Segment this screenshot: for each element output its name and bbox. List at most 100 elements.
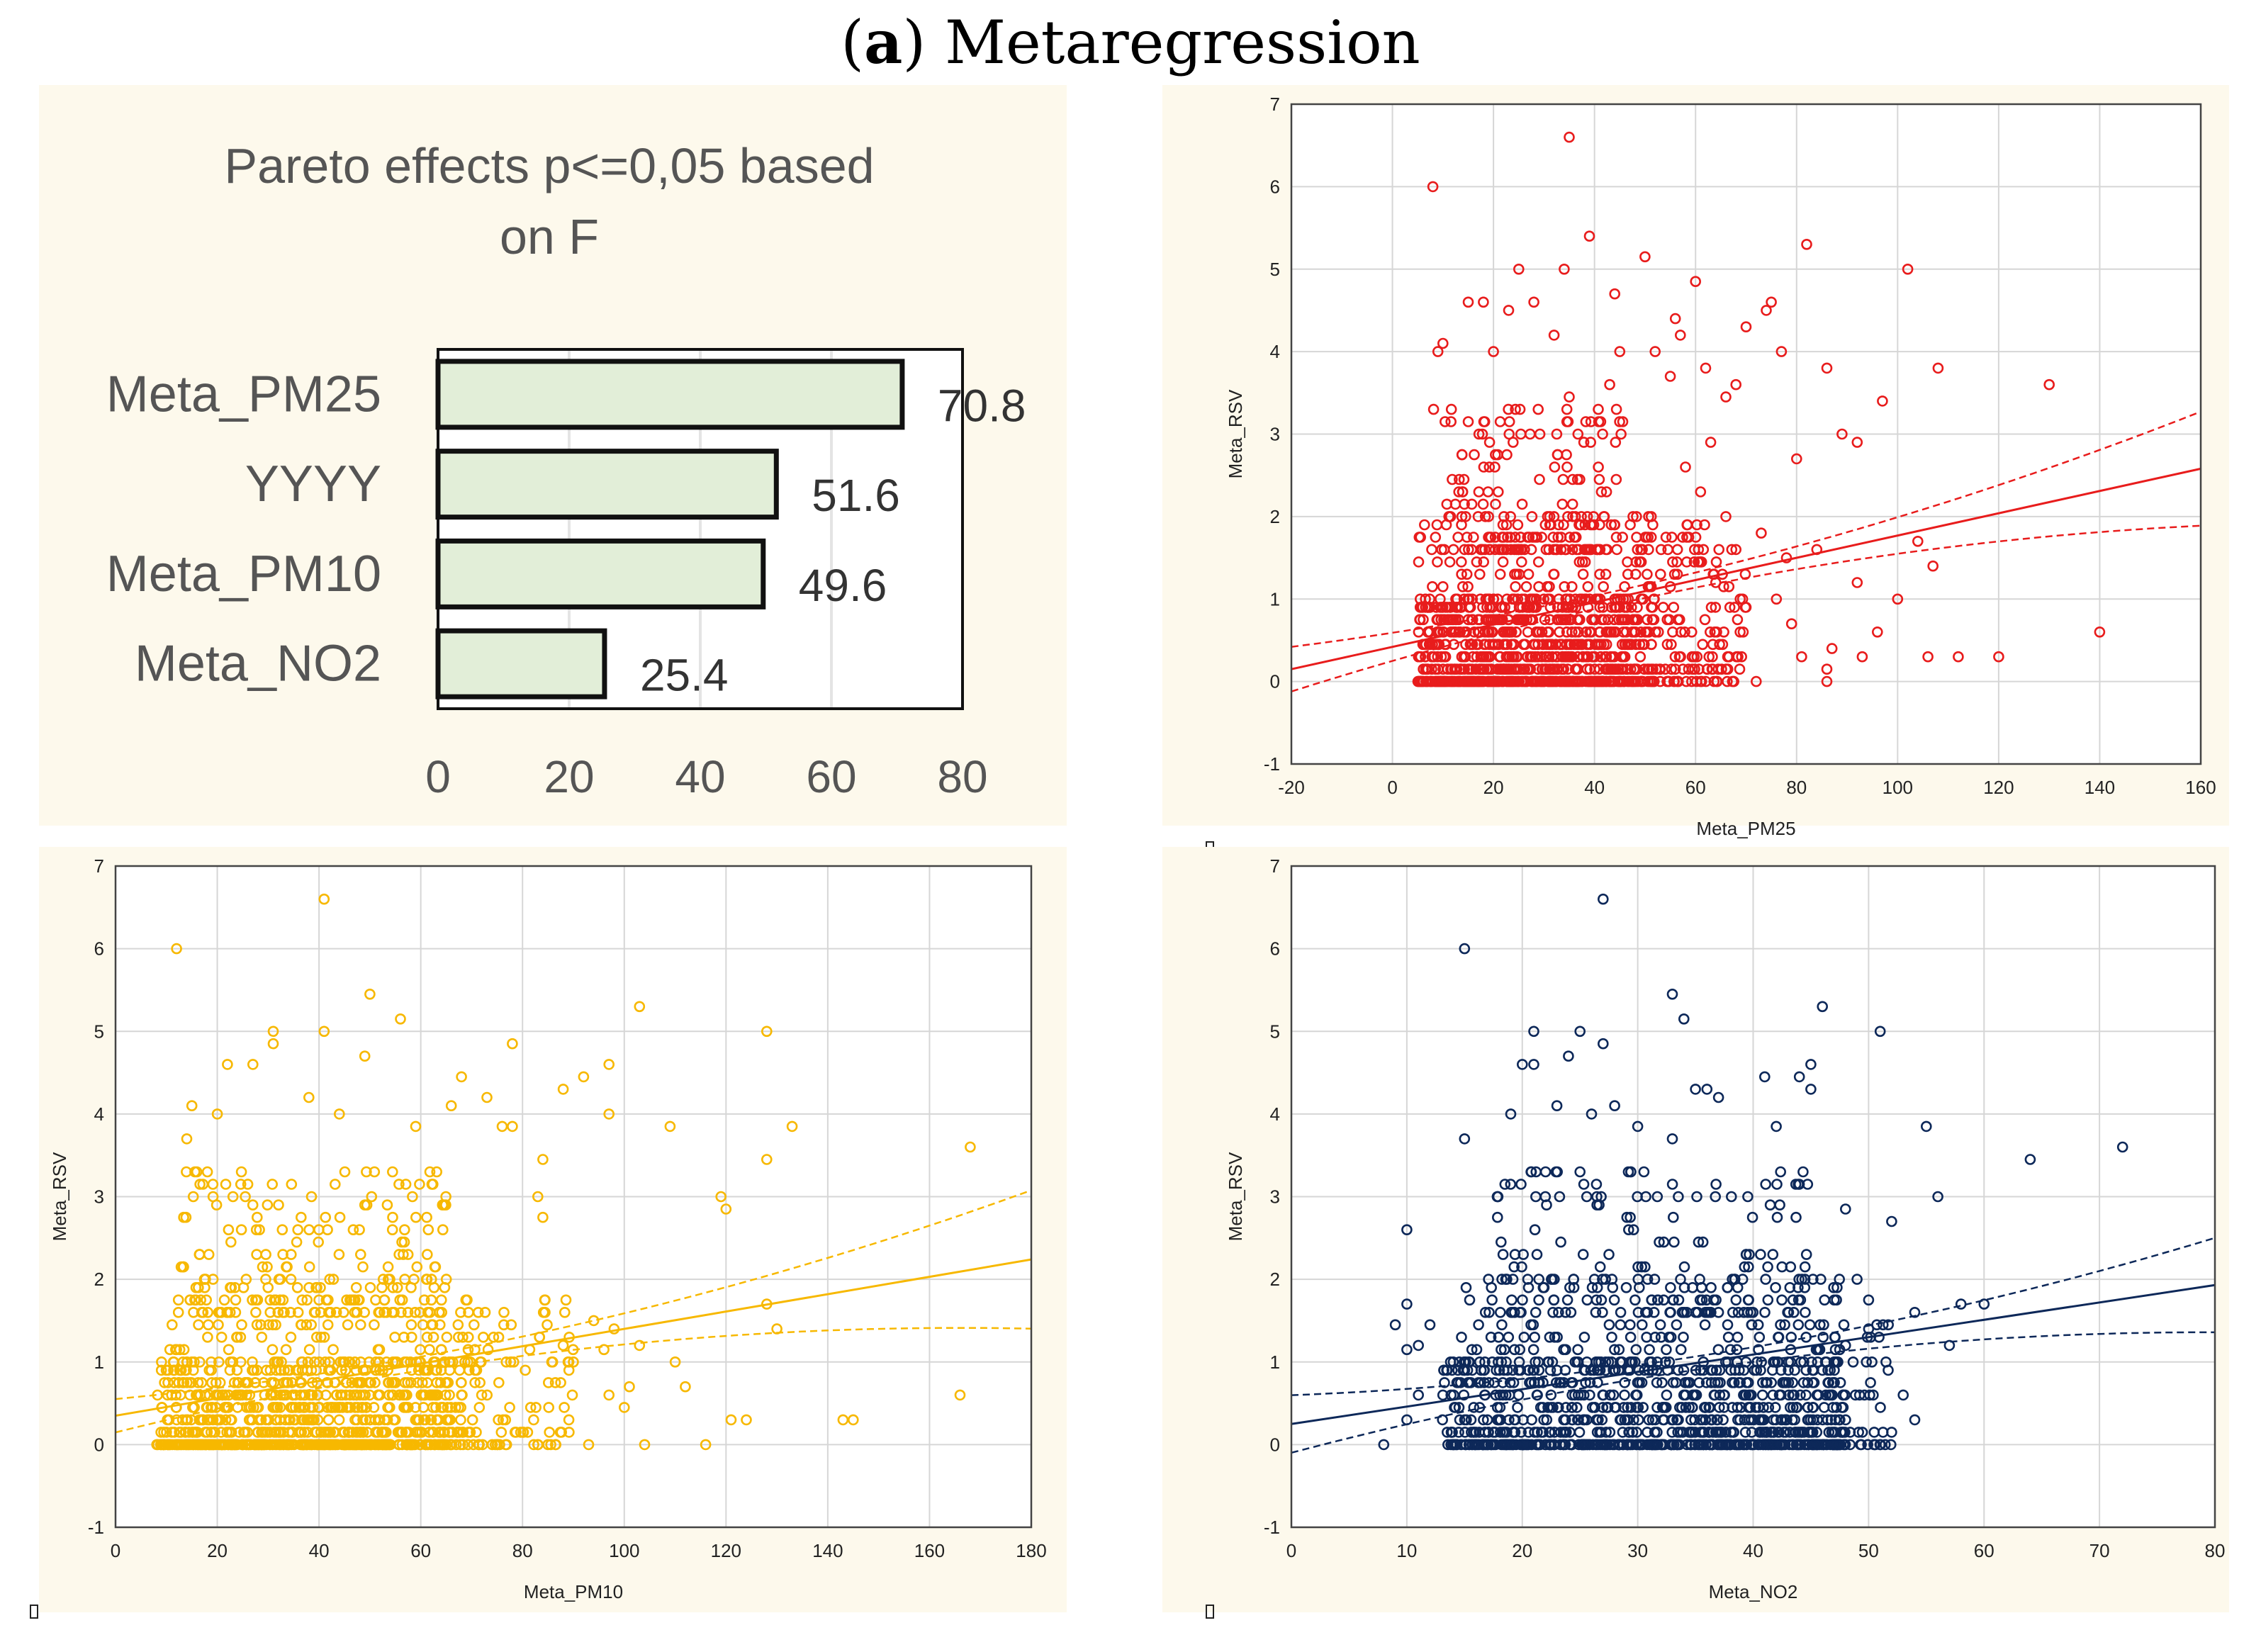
data-point [1527,532,1539,543]
data-point [1711,1414,1723,1426]
data-point [405,1356,416,1368]
y-tick-label: 2 [1270,1269,1280,1290]
data-point [1531,532,1543,543]
data-point [1802,1402,1814,1413]
data-point [476,1389,488,1401]
data-point [355,1439,367,1451]
data-point [1731,1344,1743,1356]
y-tick-label: 2 [94,1269,104,1290]
data-point [1530,651,1541,663]
data-point [1655,544,1667,556]
data-point [498,1319,510,1331]
data-point [1775,1439,1788,1451]
data-point [1440,416,1451,427]
data-point [235,1356,247,1368]
data-point [1668,1211,1679,1223]
data-point [361,1199,373,1210]
data-point [1550,1166,1562,1178]
data-point [181,1166,192,1178]
data-point [1817,1364,1828,1376]
data-point [1654,1319,1666,1331]
data-point [1500,1389,1512,1401]
y-tick-label: -1 [1264,1517,1280,1538]
data-point [1441,498,1453,510]
data-point [1525,663,1537,675]
data-point [1784,1427,1796,1438]
data-point [482,1344,494,1356]
data-point [1822,1377,1834,1388]
data-point [1754,1332,1766,1343]
data-point [1503,305,1515,316]
data-point [251,1211,263,1223]
data-point [1606,1274,1618,1285]
data-point [1608,1294,1620,1306]
data-point [353,1294,365,1306]
data-point [1448,1439,1460,1451]
data-point [399,1377,411,1388]
x-tick-label: 40 [1584,777,1605,798]
data-point [295,1389,306,1401]
data-point [1690,1084,1701,1095]
data-point [549,1377,561,1388]
figure-title-text: Metaregression [944,8,1420,77]
data-point [425,1274,437,1285]
x-tick-label: 10 [1396,1540,1417,1561]
data-point [1807,1427,1819,1438]
data-point [1819,1294,1830,1306]
data-point [1604,378,1615,390]
data-point [309,1427,320,1438]
data-point [1556,639,1568,651]
data-point [1456,556,1467,568]
data-point [1828,1377,1840,1388]
data-point [1493,544,1505,556]
data-point [1796,651,1807,663]
data-point [1437,675,1449,687]
data-point [1729,1364,1741,1376]
data-point [1558,1414,1569,1426]
data-point [1834,1439,1846,1451]
data-point [381,1307,392,1318]
data-point [429,1261,441,1273]
data-point [1474,568,1486,580]
data-point [1771,1211,1783,1223]
data-point [1495,1307,1506,1318]
data-point [281,1261,292,1273]
data-point [1469,449,1480,461]
data-point [1528,1026,1539,1038]
data-point [202,1332,213,1343]
x-axis-label: Meta_NO2 [1709,1581,1798,1602]
data-point [1695,556,1707,568]
data-point [1738,1307,1750,1318]
y-tick-label: 6 [1270,176,1280,197]
data-point [1456,449,1468,461]
data-point [201,1294,213,1306]
data-point [1401,1224,1413,1235]
data-point [1631,1427,1642,1438]
data-point [1610,532,1622,543]
x-tick-label: 160 [2185,777,2216,798]
data-point [1509,1344,1520,1356]
data-point [442,1377,454,1388]
data-point [166,1389,177,1401]
data-point [250,1224,262,1235]
data-point [260,1274,271,1285]
data-point [1445,416,1457,427]
data-point [1856,651,1868,663]
data-point [206,1377,218,1388]
data-point [160,1364,172,1376]
data-point [1566,1414,1578,1426]
data-point [1639,1261,1651,1273]
data-point [1549,1427,1560,1438]
data-point [539,1294,551,1306]
data-point [301,1294,313,1306]
data-point [1705,602,1717,613]
data-point [267,1344,279,1356]
data-point [440,1274,452,1285]
data-point [1456,568,1467,580]
data-point [1821,675,1833,687]
data-point [481,1091,493,1103]
data-point [211,1414,223,1426]
data-point [1634,639,1646,651]
data-point [303,1091,315,1103]
data-point [421,1249,433,1260]
